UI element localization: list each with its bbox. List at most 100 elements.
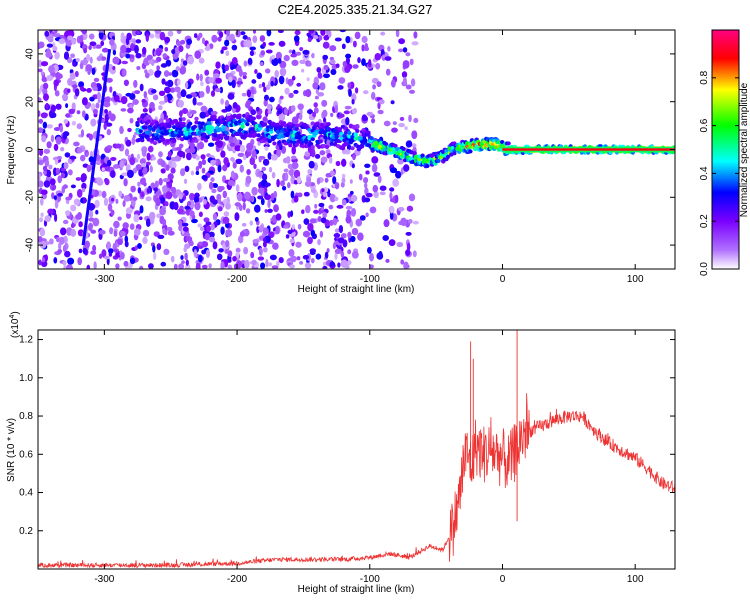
- ridge-cell: [288, 143, 293, 148]
- noise-cell: [316, 67, 322, 73]
- noise-cell: [156, 213, 162, 219]
- noise-cell: [121, 68, 127, 77]
- noise-cell: [38, 259, 42, 266]
- noise-cell: [225, 100, 229, 107]
- ridge-cell: [445, 154, 451, 159]
- ridge-cell: [253, 133, 258, 137]
- noise-cell: [223, 211, 230, 217]
- noise-cell: [137, 243, 142, 249]
- ridge-cell: [288, 122, 293, 127]
- noise-cell: [209, 181, 214, 190]
- noise-cell: [234, 202, 241, 207]
- noise-cell: [180, 58, 184, 63]
- noise-cell: [296, 176, 302, 184]
- noise-cell: [270, 193, 275, 201]
- ridge-cell: [224, 136, 229, 141]
- noise-cell: [275, 225, 280, 235]
- noise-cell: [371, 118, 376, 124]
- noise-cell: [270, 80, 275, 87]
- noise-cell: [132, 38, 136, 45]
- ridge-cell: [280, 134, 285, 139]
- snr-panel: -300 -200 -100 0 100 0.2 0.4 0.6 0.8 1.0 1.2 Heig…: [6, 311, 676, 595]
- noise-cell: [104, 255, 110, 260]
- noise-cell: [79, 34, 84, 43]
- ridge-cell: [393, 143, 398, 148]
- noise-cell: [290, 210, 294, 218]
- noise-cell: [156, 50, 162, 56]
- noise-cell: [130, 185, 136, 193]
- noise-cell: [108, 248, 114, 254]
- noise-cell: [197, 223, 202, 228]
- x-tick-label: 0: [500, 574, 506, 585]
- noise-cell: [126, 164, 131, 170]
- ridge-cell: [167, 124, 172, 129]
- ridge-cell: [334, 135, 339, 140]
- noise-cell: [44, 159, 50, 167]
- ridge-cell: [277, 140, 282, 145]
- noise-cell: [271, 57, 279, 66]
- ridge-cell: [452, 151, 457, 156]
- noise-cell: [355, 218, 363, 227]
- noise-cell: [177, 150, 184, 158]
- noise-cell: [376, 252, 384, 260]
- noise-cell: [278, 57, 282, 64]
- noise-cell: [129, 257, 136, 265]
- ridge-cell: [291, 137, 296, 142]
- noise-cell: [210, 90, 216, 97]
- noise-cell: [307, 236, 313, 245]
- noise-cell: [57, 175, 62, 184]
- noise-cell: [326, 248, 330, 253]
- noise-cell: [80, 154, 86, 162]
- noise-cell: [279, 95, 284, 100]
- noise-cell: [305, 89, 312, 98]
- noise-cell: [365, 212, 369, 217]
- ridge-cell: [340, 146, 346, 151]
- noise-cell: [261, 167, 266, 171]
- noise-cell: [124, 47, 132, 53]
- noise-cell: [195, 171, 200, 175]
- noise-cell: [81, 187, 86, 193]
- noise-cell: [317, 216, 322, 222]
- noise-cell: [165, 191, 173, 200]
- noise-cell: [290, 190, 295, 199]
- noise-cell: [241, 260, 246, 264]
- noise-cell: [217, 36, 222, 42]
- noise-cell: [225, 222, 230, 228]
- ridge-cell: [350, 146, 355, 151]
- noise-cell: [265, 68, 271, 74]
- noise-cell: [394, 194, 399, 204]
- noise-cell: [164, 86, 171, 94]
- noise-cell: [267, 103, 272, 111]
- noise-cell: [38, 236, 43, 243]
- noise-cell: [200, 81, 204, 87]
- noise-cell: [369, 206, 377, 214]
- noise-cell: [397, 207, 405, 212]
- snr-spikes: [470, 330, 518, 522]
- noise-cell: [82, 97, 88, 106]
- noise-cell: [117, 216, 122, 221]
- noise-cell: [51, 192, 55, 200]
- noise-cell: [198, 241, 203, 246]
- snr-x-label: Height of straight line (km): [298, 584, 415, 595]
- noise-cell: [264, 209, 268, 213]
- noise-cell: [321, 188, 325, 192]
- noise-cell: [194, 202, 201, 211]
- noise-cell: [234, 145, 242, 152]
- noise-cell: [313, 102, 318, 108]
- noise-cell: [56, 155, 63, 160]
- noise-cell: [271, 54, 275, 60]
- noise-cell: [67, 257, 75, 265]
- noise-cell: [234, 212, 240, 221]
- noise-cell: [180, 89, 187, 98]
- noise-cell: [405, 249, 411, 256]
- noise-cell: [98, 30, 104, 40]
- noise-cell: [153, 187, 159, 192]
- noise-cell: [213, 183, 218, 188]
- noise-cell: [158, 151, 163, 158]
- ridge-cell: [211, 117, 217, 121]
- noise-cell: [197, 141, 205, 150]
- noise-cell: [90, 161, 94, 166]
- noise-cell: [159, 207, 166, 216]
- noise-cell: [93, 77, 100, 82]
- noise-cell: [40, 212, 44, 218]
